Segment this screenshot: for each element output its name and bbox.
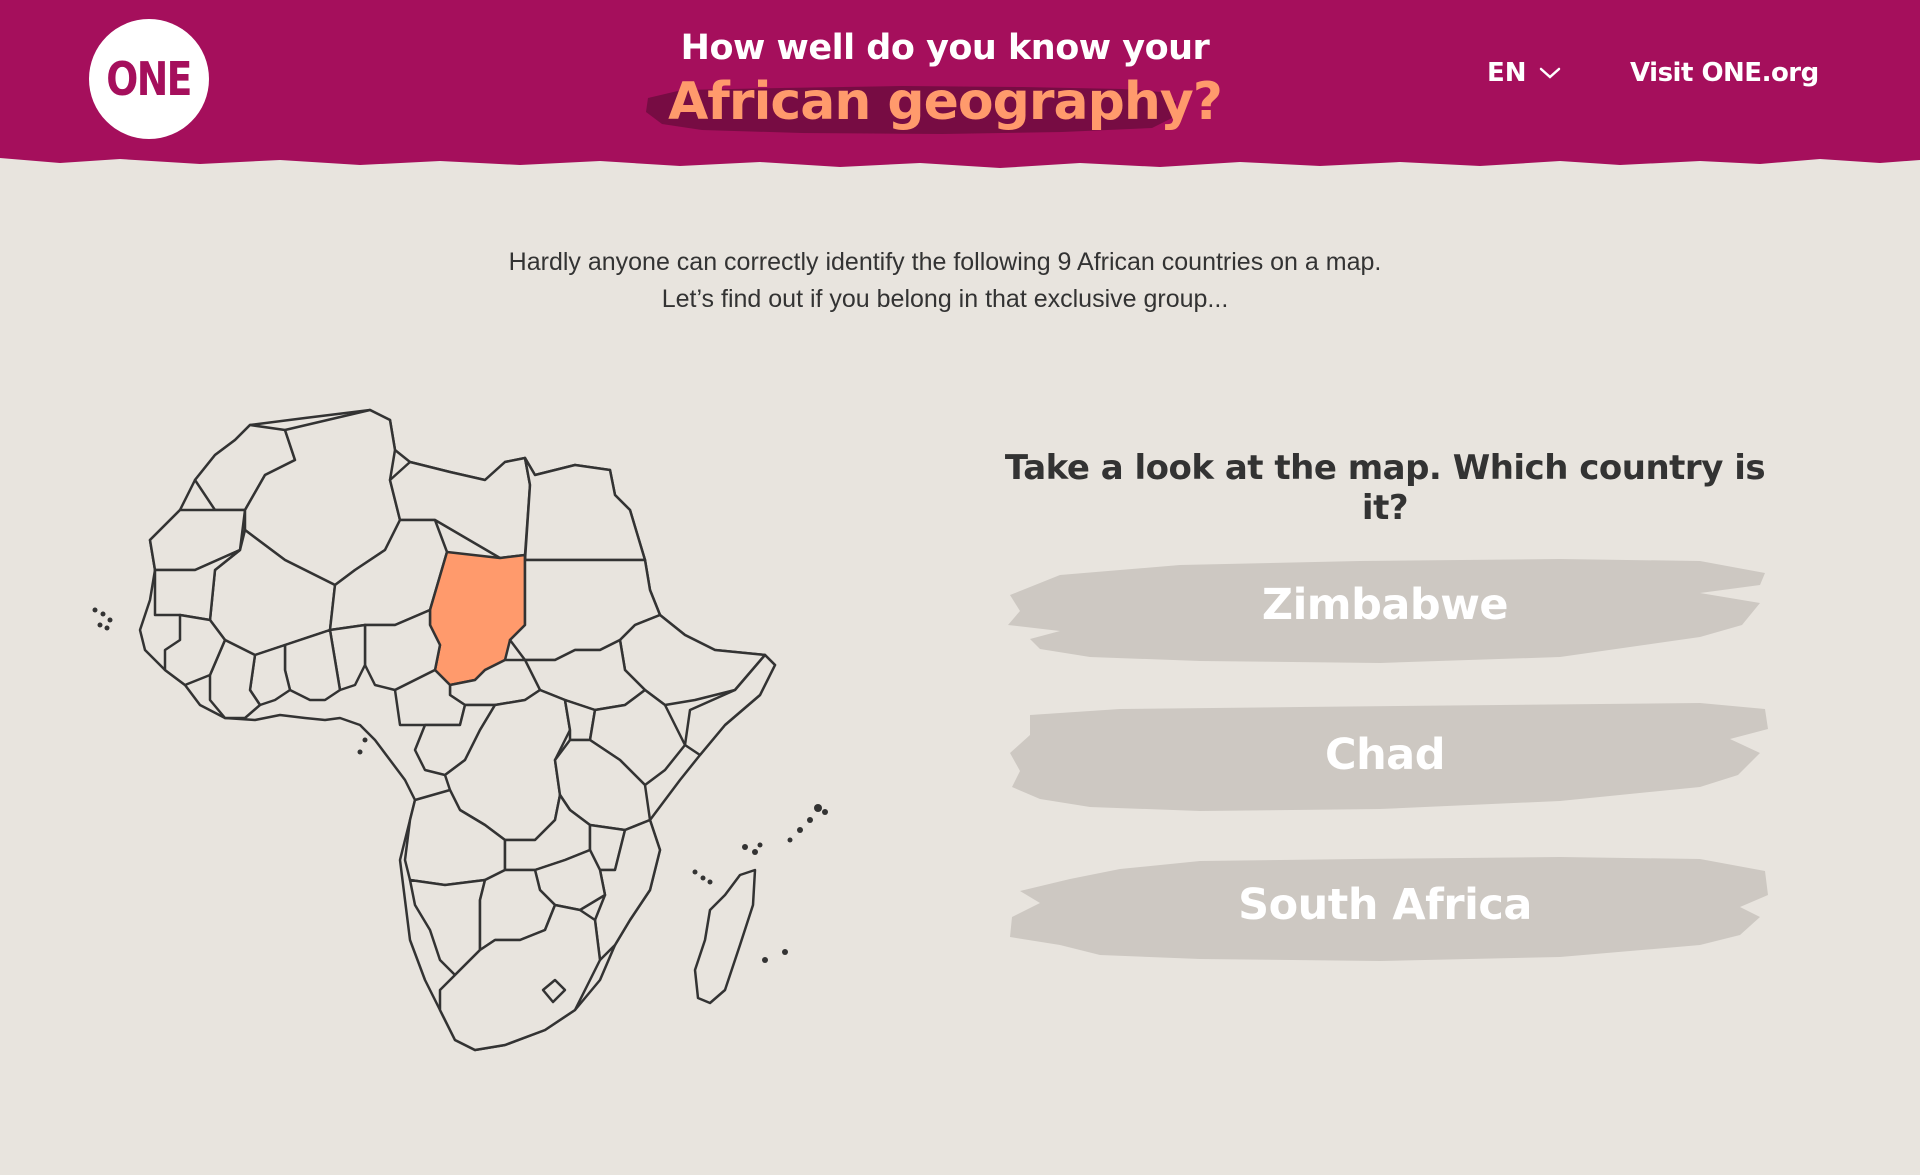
page-title: How well do you know your African geogra… bbox=[560, 20, 1330, 134]
logo-text: ONE bbox=[106, 52, 193, 106]
brush-stroke bbox=[1010, 857, 1768, 961]
brush-stroke bbox=[1008, 559, 1765, 663]
answer-label: Zimbabwe bbox=[1261, 580, 1509, 630]
language-label: EN bbox=[1487, 58, 1527, 88]
intro-line-1: Hardly anyone can correctly identify the… bbox=[508, 248, 1382, 276]
answer-label: South Africa bbox=[1238, 880, 1532, 930]
language-selector[interactable]: EN bbox=[1487, 58, 1561, 88]
chevron-down-icon bbox=[1539, 67, 1560, 79]
answer-label: Chad bbox=[1325, 730, 1445, 780]
africa-map bbox=[92, 408, 828, 1052]
one-logo[interactable]: ONE bbox=[89, 19, 209, 139]
quiz-question: Take a look at the map. Which country is… bbox=[1004, 448, 1766, 528]
answer-button-zimbabwe[interactable]: Zimbabwe bbox=[1000, 545, 1770, 675]
title-line-1: How well do you know your bbox=[680, 28, 1210, 68]
header-band bbox=[0, 0, 1920, 168]
intro-text: Hardly anyone can correctly identify the… bbox=[0, 244, 1890, 318]
answer-button-chad[interactable]: Chad bbox=[1000, 695, 1770, 825]
madagascar bbox=[693, 868, 757, 1005]
title-highlight: African geography? bbox=[646, 72, 1223, 134]
title-line-2: African geography? bbox=[668, 72, 1223, 132]
intro-line-2: Let’s find out if you belong in that exc… bbox=[661, 285, 1229, 313]
title-brush-stroke bbox=[646, 86, 1177, 134]
visit-one-link[interactable]: Visit ONE.org bbox=[1630, 58, 1819, 88]
answer-button-south-africa[interactable]: South Africa bbox=[1000, 845, 1770, 975]
brush-stroke bbox=[1010, 703, 1768, 811]
site-header: ONE How well do you know your African ge… bbox=[0, 0, 1920, 168]
